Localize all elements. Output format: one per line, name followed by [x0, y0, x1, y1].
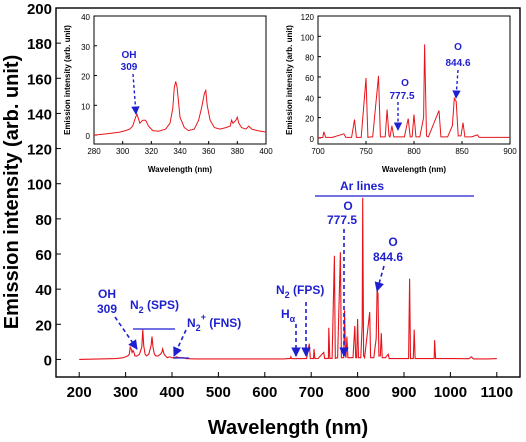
- ar-lines-label: Ar lines: [340, 179, 384, 193]
- inset-right-y-ticks: 0 20 40 60 80 100 120: [301, 13, 321, 144]
- main-y-tick-label: 160: [27, 71, 52, 88]
- inset-right-chart: 700 750 800 850 900 0 20 40 60 80 100 120 Waveleng…: [285, 12, 517, 174]
- inset-right-x-ticks: 700 750 800 850 900: [311, 141, 517, 156]
- main-x-tick-label: 900: [391, 384, 416, 401]
- inset-left-oh-wavelength-label: 309: [121, 62, 138, 73]
- inset-right-o-844-arrow: [452, 69, 461, 99]
- inset-left-x-tick-label: 360: [202, 147, 216, 156]
- main-x-tick-label: 300: [113, 384, 138, 401]
- main-x-tick-label: 700: [299, 384, 324, 401]
- o-777-wavelength-label: 777.5: [327, 213, 357, 227]
- o-844-wavelength-label: 844.6: [373, 250, 403, 264]
- main-y-ticks: 0 20 40 60 80 100 120 140 160 180 200: [27, 1, 61, 369]
- inset-right-o-844-label: O: [454, 42, 462, 53]
- main-x-ticks: 200 300 400 500 600 700 800 900 1000 1100: [67, 372, 513, 401]
- main-y-tick-label: 60: [35, 247, 52, 264]
- main-y-tick-label: 100: [27, 177, 52, 194]
- main-x-tick-label: 1000: [434, 384, 467, 401]
- main-y-axis-title: Emission intensity (arb. unit): [1, 55, 23, 329]
- inset-right-x-tick-label: 900: [503, 147, 517, 156]
- main-x-tick-label: 800: [345, 384, 370, 401]
- main-x-axis-title: Wavelength (nm): [208, 417, 368, 439]
- inset-left-background: [66, 12, 270, 156]
- oh-wavelength-label: 309: [97, 302, 117, 316]
- main-x-tick-label: 1100: [481, 384, 514, 401]
- main-x-tick-label: 500: [206, 384, 231, 401]
- inset-right-o-777-wavelength-label: 777.5: [389, 91, 414, 102]
- inset-left-y-tick-label: 30: [81, 43, 90, 52]
- inset-left-oh-arrow: [131, 73, 140, 115]
- main-chart: 200 300 400 500 600 700 800 900 1000 1100 0204060…: [1, 1, 521, 439]
- inset-left-y-tick-label: 40: [81, 13, 90, 22]
- inset-left-x-tick-label: 300: [116, 147, 130, 156]
- inset-right-y-tick-label: 100: [301, 33, 315, 42]
- main-y-tick-label: 40: [35, 282, 52, 299]
- main-y-tick-label: 140: [27, 106, 52, 123]
- main-y-tick-label: 200: [27, 1, 52, 18]
- main-y-tick-label: 180: [27, 36, 52, 53]
- inset-left-y-axis-title: Emission intensity (arb. unit): [63, 25, 72, 135]
- inset-left-x-tick-label: 380: [231, 147, 245, 156]
- o-777-label: O: [343, 199, 352, 213]
- inset-right-x-tick-label: 800: [407, 147, 421, 156]
- n2-sps-label: N2 (SPS): [130, 298, 179, 315]
- inset-left-spectrum-line: [93, 81, 267, 136]
- inset-right-spectrum-line: [317, 44, 510, 139]
- main-y-tick-label: 20: [35, 317, 52, 334]
- inset-left-x-ticks: 280 300 320 340 360 380 400: [87, 141, 273, 156]
- inset-left-x-axis-title: Wavelength (nm): [148, 165, 212, 174]
- inset-left-chart: 280 300 320 340 360 380 400 0 10 20 30 40 Waveleng…: [63, 12, 273, 174]
- main-annotations: OH 309 N2 (SPS) N2+ (FNS) N2 (FPS) Hα Ar…: [97, 179, 474, 359]
- main-x-tick-label: 400: [159, 384, 184, 401]
- main-y-tick-label: 0: [44, 352, 52, 369]
- inset-left-x-tick-label: 400: [259, 147, 273, 156]
- inset-left-y-tick-label: 0: [86, 132, 91, 141]
- inset-left-x-tick-label: 320: [145, 147, 159, 156]
- o-844-label: O: [388, 235, 397, 249]
- inset-right-y-tick-label: 60: [305, 74, 314, 83]
- main-plot-frame: [55, 7, 521, 378]
- inset-right-o-777-label: O: [401, 78, 409, 89]
- inset-left-x-tick-label: 340: [173, 147, 187, 156]
- inset-right-y-tick-label: 0: [310, 135, 315, 144]
- main-x-tick-label: 200: [67, 384, 92, 401]
- inset-right-y-tick-label: 120: [301, 13, 315, 22]
- inset-right-x-tick-label: 700: [311, 147, 325, 156]
- n2-fns-arrow: [173, 329, 187, 357]
- n2-fns-label: N2+ (FNS): [187, 312, 241, 333]
- inset-left-x-tick-label: 280: [87, 147, 101, 156]
- inset-right-background: [286, 12, 514, 156]
- inset-right-x-tick-label: 750: [359, 147, 373, 156]
- inset-right-y-tick-label: 20: [305, 115, 314, 124]
- inset-left-oh-label: OH: [122, 50, 137, 61]
- main-y-tick-label: 80: [35, 212, 52, 229]
- inset-left-y-tick-label: 10: [81, 102, 90, 111]
- main-y-tick-label: 120: [27, 142, 52, 159]
- oh-label: OH: [98, 287, 116, 301]
- main-x-tick-label: 600: [252, 384, 277, 401]
- inset-right-x-axis-title: Wavelength (nm): [382, 165, 446, 174]
- h-alpha-label: Hα: [281, 307, 296, 324]
- o-844-arrow: [374, 265, 385, 292]
- oh-arrow: [114, 316, 138, 350]
- inset-right-y-tick-label: 80: [305, 54, 314, 63]
- inset-left-y-tick-label: 20: [81, 73, 90, 82]
- inset-right-y-axis-title: Emission intensity (arb. unit): [285, 25, 294, 135]
- inset-right-y-tick-label: 40: [305, 94, 314, 103]
- main-spectrum-line: [79, 197, 497, 360]
- inset-right-x-tick-label: 850: [455, 147, 469, 156]
- n2-fps-label: N2 (FPS): [276, 283, 324, 300]
- inset-right-o-844-wavelength-label: 844.6: [445, 58, 470, 69]
